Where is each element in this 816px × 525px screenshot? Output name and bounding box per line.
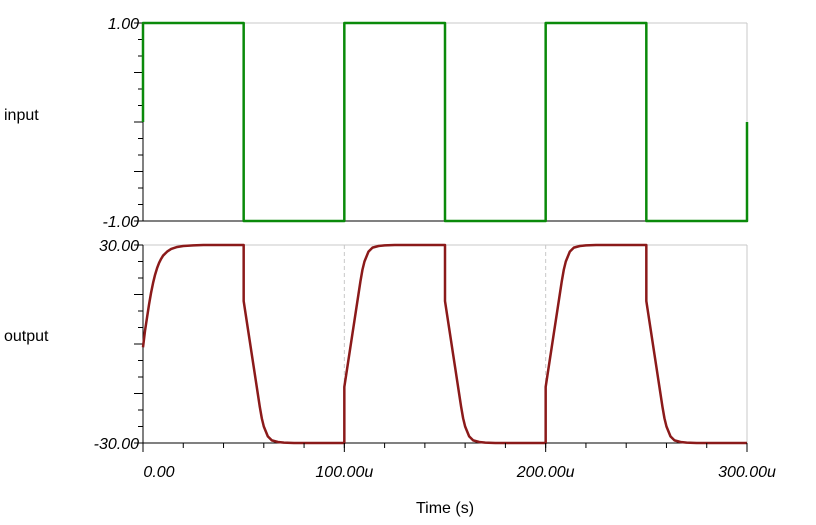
x-tick-label: 300.00u <box>718 464 776 481</box>
x-tick-label: 200.00u <box>516 464 575 481</box>
y-axis-label: input <box>4 107 39 124</box>
x-tick-label: 100.00u <box>315 464 373 481</box>
series-line-input <box>141 21 749 223</box>
y-axis-label: output <box>4 328 49 345</box>
y-tick-label: 1.00 <box>108 16 139 33</box>
series-line-output <box>141 243 747 445</box>
y-tick-label: -1.00 <box>103 214 140 231</box>
y-tick-label: -30.00 <box>94 436 139 453</box>
y-tick-label: 30.00 <box>99 238 139 255</box>
x-tick-label: 0.00 <box>143 464 174 481</box>
x-axis-label: Time (s) <box>416 500 474 517</box>
